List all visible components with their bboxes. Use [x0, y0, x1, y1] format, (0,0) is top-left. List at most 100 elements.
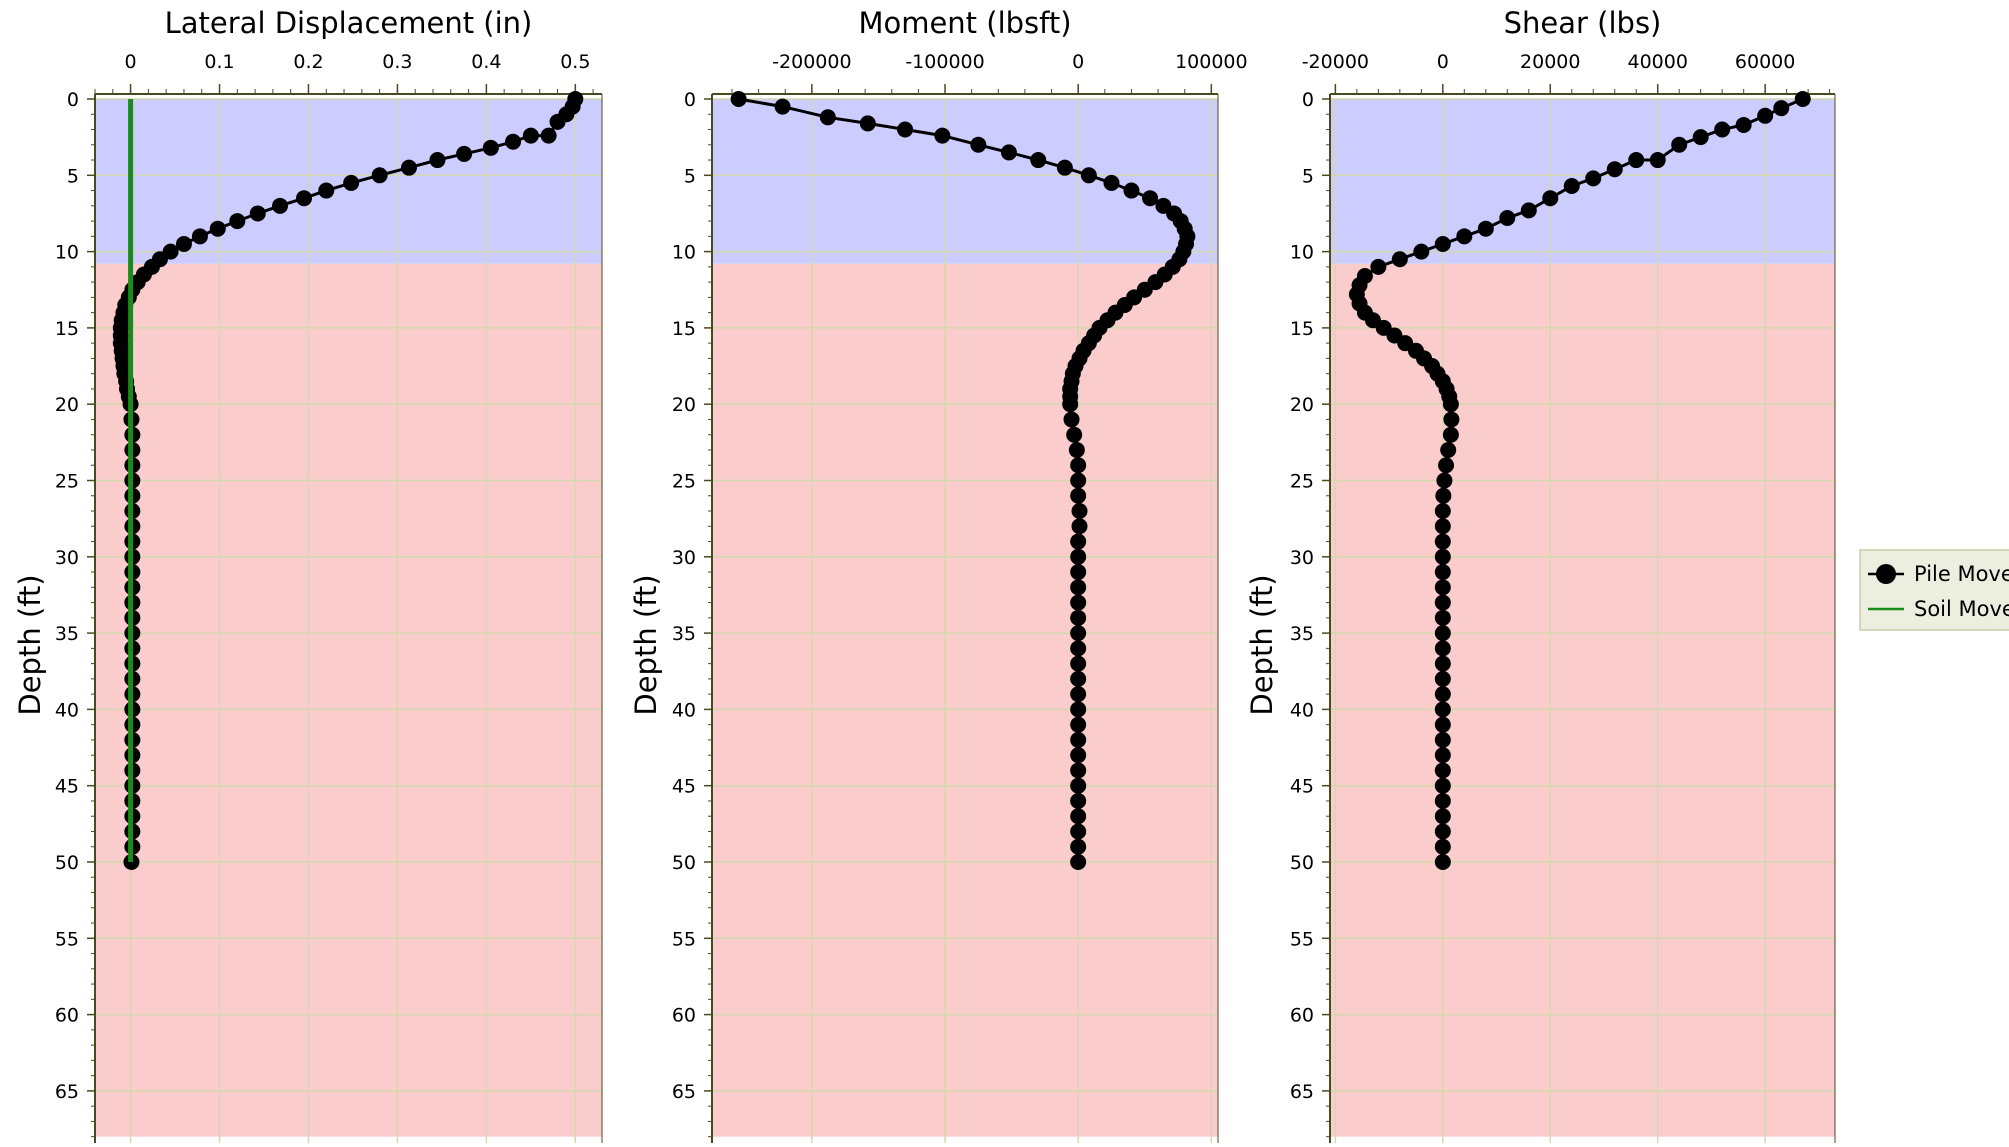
- legend-box: [1859, 549, 2009, 631]
- y-tick-label: 40: [672, 699, 696, 721]
- data-point-pile-movement: [1071, 503, 1088, 520]
- data-point-pile-movement: [1434, 640, 1451, 657]
- data-point-pile-movement: [1070, 548, 1087, 565]
- data-point-pile-movement: [1434, 533, 1451, 550]
- data-point-pile-movement: [1070, 792, 1087, 809]
- x-tick-label: 0.3: [382, 51, 412, 73]
- y-tick-label: 35: [1290, 623, 1314, 645]
- y-tick-label: 5: [1302, 165, 1314, 187]
- x-tick-label: 0.5: [560, 51, 590, 73]
- data-point-pile-movement: [191, 228, 208, 245]
- data-point-pile-movement: [1434, 762, 1451, 779]
- data-point-pile-movement: [1434, 625, 1451, 642]
- data-point-pile-movement: [296, 190, 313, 207]
- data-point-pile-movement: [1542, 190, 1559, 207]
- data-point-pile-movement: [1434, 503, 1451, 520]
- chart-panel-2: -200000 -100000 0 100000 0 5 10 15 20 25 30 35 40 45 5…: [629, 6, 1248, 1143]
- x-tick-label: 60000: [1735, 51, 1795, 73]
- data-point-pile-movement: [1520, 202, 1537, 219]
- y-axis-title: Depth (ft): [13, 574, 47, 715]
- data-point-pile-movement: [1070, 625, 1087, 642]
- data-point-pile-movement: [1123, 182, 1140, 199]
- y-tick-label: 15: [55, 318, 79, 340]
- data-point-pile-movement: [1563, 177, 1580, 194]
- data-point-pile-movement: [175, 235, 192, 252]
- data-point-pile-movement: [1070, 838, 1087, 855]
- data-point-pile-movement: [1628, 152, 1645, 169]
- y-tick-label: 0: [684, 89, 696, 111]
- y-tick-label: 5: [67, 165, 79, 187]
- data-point-pile-movement: [1585, 170, 1602, 187]
- x-tick-label: 0: [1437, 51, 1449, 73]
- data-point-pile-movement: [1499, 210, 1516, 227]
- data-point-pile-movement: [1649, 152, 1666, 169]
- data-point-pile-movement: [1440, 441, 1457, 458]
- y-tick-label: 20: [1290, 394, 1314, 416]
- y-tick-label: 0: [1302, 89, 1314, 111]
- data-point-pile-movement: [1671, 136, 1688, 153]
- y-tick-label: 25: [1290, 471, 1314, 493]
- data-point-pile-movement: [1434, 808, 1451, 825]
- data-point-pile-movement: [229, 213, 246, 230]
- data-point-pile-movement: [1413, 243, 1430, 260]
- data-point-pile-movement: [1434, 579, 1451, 596]
- data-point-pile-movement: [1066, 426, 1083, 443]
- data-point-pile-movement: [1434, 686, 1451, 703]
- data-point-pile-movement: [1071, 518, 1088, 535]
- data-point-pile-movement: [1070, 808, 1087, 825]
- y-tick-label: 60: [55, 1005, 79, 1027]
- data-point-pile-movement: [1434, 548, 1451, 565]
- data-point-pile-movement: [209, 220, 226, 237]
- data-point-pile-movement: [897, 121, 914, 138]
- y-tick-label: 35: [672, 623, 696, 645]
- chart-panel-1: 0 0.1 0.2 0.3 0.4 0.5 0 5 10 15 20 25 30 35 40 45 50 55 60…: [13, 6, 603, 1143]
- legend-label-soil-movement: Soil Movement: [1914, 597, 2009, 621]
- y-tick-label: 50: [672, 852, 696, 874]
- legend: Pile Movement Soil Movement: [1859, 549, 2009, 631]
- y-tick-label: 5: [684, 165, 696, 187]
- data-point-pile-movement: [1434, 655, 1451, 672]
- data-point-pile-movement: [429, 152, 446, 169]
- soil-layer-upper-band: [712, 99, 1218, 264]
- y-axis-title: Depth (ft): [1245, 574, 1279, 715]
- y-tick-label: 45: [1290, 776, 1314, 798]
- data-point-pile-movement: [1070, 533, 1087, 550]
- soil-layer-lower-band: [95, 263, 602, 1137]
- chart-title: Moment (lbsft): [858, 6, 1071, 40]
- data-point-pile-movement: [1030, 152, 1047, 169]
- data-point-pile-movement: [549, 113, 566, 130]
- data-point-pile-movement: [1436, 472, 1453, 489]
- x-tick-label: 20000: [1520, 51, 1580, 73]
- data-point-pile-movement: [343, 174, 360, 191]
- y-tick-label: 10: [1290, 242, 1314, 264]
- y-tick-label: 45: [55, 776, 79, 798]
- data-point-pile-movement: [774, 98, 791, 115]
- data-point-pile-movement: [1070, 762, 1087, 779]
- y-tick-label: 60: [672, 1005, 696, 1027]
- y-tick-label: 20: [55, 394, 79, 416]
- data-point-pile-movement: [1070, 823, 1087, 840]
- data-point-pile-movement: [819, 109, 836, 126]
- data-point-pile-movement: [1456, 228, 1473, 245]
- data-point-pile-movement: [859, 115, 876, 132]
- data-point-pile-movement: [1434, 716, 1451, 733]
- y-tick-label: 60: [1290, 1005, 1314, 1027]
- y-tick-label: 50: [55, 852, 79, 874]
- x-tick-label: -100000: [905, 51, 984, 73]
- y-tick-label: 65: [1290, 1081, 1314, 1103]
- y-axis-title: Depth (ft): [629, 574, 663, 715]
- data-point-pile-movement: [1056, 159, 1073, 176]
- chart-title: Shear (lbs): [1504, 6, 1662, 40]
- y-tick-label: 10: [55, 242, 79, 264]
- data-point-pile-movement: [1443, 411, 1460, 428]
- data-point-pile-movement: [1434, 747, 1451, 764]
- data-point-pile-movement: [1080, 167, 1097, 184]
- x-tick-label: 0.1: [204, 51, 234, 73]
- data-point-pile-movement: [1794, 91, 1811, 107]
- data-point-pile-movement: [1434, 838, 1451, 855]
- y-tick-label: 55: [1290, 928, 1314, 950]
- data-point-pile-movement: [1435, 487, 1452, 504]
- data-point-pile-movement: [1070, 686, 1087, 703]
